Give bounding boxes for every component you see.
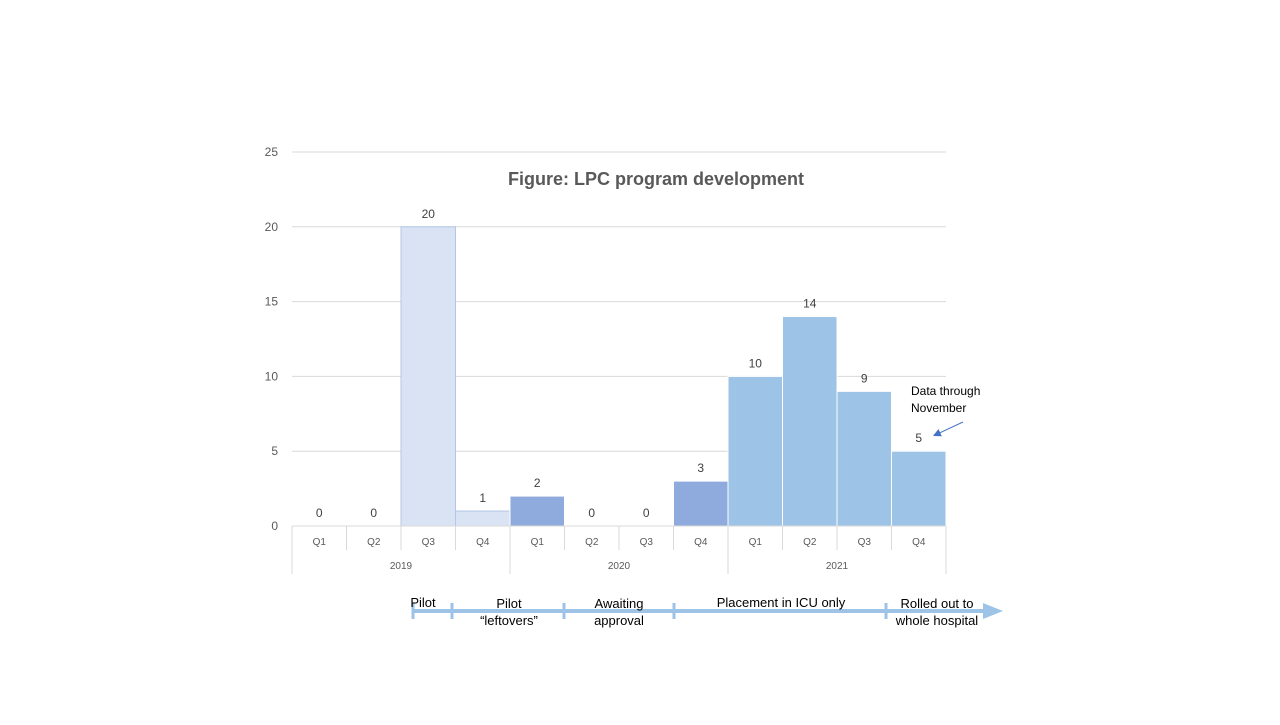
annotation-line-1: Data through	[911, 384, 980, 398]
x-tick-label: Q3	[858, 537, 872, 548]
x-tick-label: Q3	[422, 537, 436, 548]
bar	[836, 390, 892, 527]
x-tick-label: Q2	[803, 537, 817, 548]
y-tick-label: 15	[265, 295, 279, 309]
x-tick-label: Q2	[367, 537, 381, 548]
phase-label: Awaiting	[595, 596, 644, 611]
bar	[727, 375, 783, 527]
phase-label: Rolled out to	[901, 596, 974, 611]
data-label: 0	[370, 506, 377, 520]
phase-label: whole hospital	[895, 613, 978, 628]
annotation-line-2: November	[911, 401, 966, 415]
y-tick-label: 20	[265, 220, 279, 234]
data-label: 20	[422, 207, 436, 221]
phase-label: “leftovers”	[480, 613, 538, 628]
data-label: 5	[915, 431, 922, 445]
data-label: 0	[316, 506, 323, 520]
bar	[400, 226, 456, 527]
data-label: 14	[803, 297, 817, 311]
y-tick-label: 25	[265, 145, 279, 159]
data-label: 0	[643, 506, 650, 520]
x-tick-label: Q1	[531, 537, 545, 548]
y-tick-label: 10	[265, 369, 279, 383]
x-tick-label: Q4	[694, 537, 708, 548]
phase-label: Pilot	[496, 596, 522, 611]
x-group-label: 2021	[826, 561, 849, 572]
bar	[455, 510, 511, 527]
x-group-label: 2020	[608, 561, 631, 572]
data-label: 1	[479, 491, 486, 505]
x-tick-label: Q1	[749, 537, 763, 548]
bar	[673, 480, 729, 527]
x-group-label: 2019	[390, 561, 413, 572]
x-tick-label: Q3	[640, 537, 654, 548]
data-label: 9	[861, 371, 868, 385]
phase-timeline: Pilot Pilot “leftovers” Awaiting approval Pla…	[410, 595, 1003, 628]
bars	[400, 226, 947, 527]
x-tick-label: Q4	[476, 537, 490, 548]
chart-title: Figure: LPC program development	[508, 169, 804, 189]
y-tick-label: 0	[271, 519, 278, 533]
phase-label: approval	[594, 613, 644, 628]
timeline-arrowhead	[983, 603, 1003, 619]
phase-label: Placement in ICU only	[717, 595, 846, 610]
data-label: 2	[534, 476, 541, 490]
data-label: 3	[697, 461, 704, 475]
bar	[782, 316, 838, 527]
y-tick-label: 5	[271, 444, 278, 458]
x-tick-label: Q1	[313, 537, 327, 548]
bar	[891, 450, 947, 527]
annotation-arrow	[932, 421, 964, 437]
x-tick-label: Q4	[912, 537, 926, 548]
phase-label: Pilot	[410, 595, 436, 610]
annotation: Data through November	[911, 384, 980, 437]
x-tick-label: Q2	[585, 537, 599, 548]
bar	[509, 495, 565, 527]
data-label: 10	[749, 356, 763, 370]
data-label: 0	[588, 506, 595, 520]
